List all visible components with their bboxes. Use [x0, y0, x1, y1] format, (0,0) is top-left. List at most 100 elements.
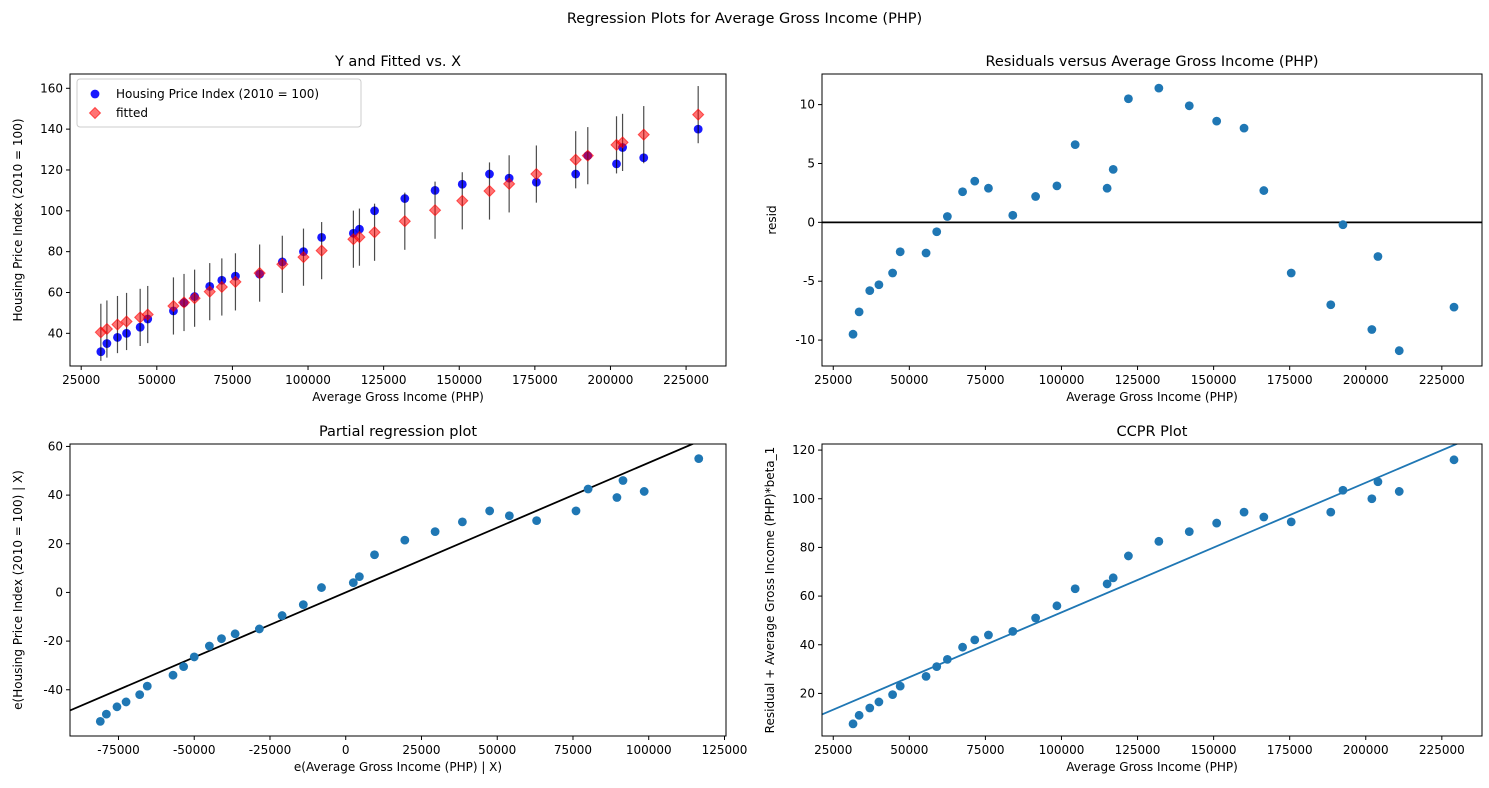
- y-tick-label: 60: [800, 589, 815, 603]
- plot-area: [70, 444, 704, 726]
- axes-frame: [821, 443, 1483, 737]
- data-point: [485, 506, 495, 516]
- data-point: [1108, 573, 1118, 583]
- data-point: [142, 681, 152, 691]
- x-tick-label: 200000: [1343, 373, 1389, 387]
- y-axis-label: resid: [765, 205, 779, 234]
- data-point: [1449, 302, 1459, 312]
- data-point: [1367, 325, 1377, 334]
- data-point: [1031, 192, 1041, 201]
- fitted-point: [530, 167, 543, 181]
- data-point: [1367, 494, 1377, 504]
- fitted-point: [215, 280, 229, 294]
- x-tick-label: 50000: [138, 373, 176, 387]
- legend-label-fitted: fitted: [116, 106, 148, 120]
- data-point: [1154, 536, 1164, 546]
- fitted-point: [428, 203, 442, 217]
- data-point: [1070, 140, 1080, 150]
- data-point: [865, 703, 875, 713]
- data-point: [135, 690, 145, 700]
- data-point: [970, 635, 980, 645]
- x-tick-label: 225000: [1419, 373, 1465, 387]
- data-point: [532, 516, 542, 526]
- data-point: [1394, 346, 1404, 356]
- x-tick-label: -50000: [173, 743, 216, 757]
- plot-area: [94, 86, 705, 361]
- data-point: [1070, 584, 1080, 594]
- data-point: [1184, 527, 1194, 536]
- fitted-point: [253, 266, 266, 280]
- x-tick-label: 25000: [814, 373, 852, 387]
- fitted-point: [353, 230, 366, 244]
- x-tick-label: 200000: [588, 373, 634, 387]
- data-point: [888, 268, 897, 278]
- fitted-point: [100, 322, 114, 336]
- data-point: [1008, 210, 1018, 220]
- data-point: [317, 583, 326, 592]
- x-tick-label: 25000: [402, 743, 440, 757]
- fitted-point: [368, 226, 381, 239]
- x-tick-label: 200000: [1343, 743, 1389, 757]
- data-point: [1326, 507, 1336, 517]
- y-tick-label: 40: [48, 326, 63, 340]
- y-tick-label: -20: [43, 634, 63, 648]
- legend-marker-fitted: [88, 106, 102, 120]
- fitted-point: [581, 149, 594, 162]
- x-tick-label: 50000: [890, 743, 928, 757]
- fitted-point: [502, 177, 516, 191]
- data-point: [921, 248, 931, 258]
- fitted-point: [276, 258, 289, 271]
- data-point: [1031, 613, 1041, 623]
- legend-label-observed: Housing Price Index (2010 = 100): [116, 87, 319, 101]
- x-tick-label: 100000: [1039, 743, 1085, 757]
- fitted-point: [188, 291, 201, 305]
- x-tick-label: 75000: [554, 743, 592, 757]
- y-tick-label: 100: [40, 204, 63, 218]
- data-point: [457, 517, 467, 527]
- x-tick-label: 75000: [213, 373, 251, 387]
- data-point: [95, 717, 105, 726]
- y-tick-label: -5: [803, 274, 815, 288]
- panel-y-fitted: 25000 50000 75000 100000 125000 150000 175000 2…: [11, 54, 727, 404]
- data-point: [370, 550, 379, 560]
- x-tick-label: 75000: [966, 743, 1004, 757]
- x-tick-label: 25000: [814, 743, 852, 757]
- y-axis-label: e(Housing Price Index (2010 = 100) | X): [11, 470, 25, 710]
- data-point: [1052, 601, 1062, 611]
- figure-suptitle: Regression Plots for Average Gross Incom…: [567, 11, 922, 27]
- axes-frame: [69, 443, 727, 737]
- data-point: [1212, 518, 1222, 528]
- data-point: [895, 681, 905, 691]
- data-point: [230, 629, 240, 639]
- axes-frame: [821, 73, 1483, 367]
- data-point: [942, 212, 952, 221]
- data-point: [984, 183, 993, 193]
- x-tick-label: 125000: [361, 373, 407, 387]
- fitted-point: [229, 275, 242, 289]
- data-point: [1124, 551, 1133, 561]
- data-point: [277, 611, 287, 620]
- fitted-point: [637, 128, 650, 141]
- plot-area: [822, 83, 1482, 356]
- x-tick-label: 175000: [512, 373, 558, 387]
- panel-title: Residuals versus Average Gross Income (P…: [985, 54, 1318, 70]
- data-point: [583, 484, 593, 494]
- data-point: [179, 662, 189, 672]
- y-tick-label: 20: [48, 537, 63, 551]
- fitted-point: [691, 108, 705, 121]
- fitted-point: [203, 285, 216, 298]
- data-point: [430, 527, 440, 536]
- y-tick-label: 80: [800, 540, 815, 554]
- y-tick-label: 140: [40, 122, 63, 136]
- data-point: [1259, 512, 1269, 522]
- fitted-point: [297, 250, 310, 264]
- x-tick-label: 175000: [1267, 743, 1313, 757]
- x-tick-label: 150000: [1191, 373, 1237, 387]
- x-tick-label: 25000: [62, 373, 100, 387]
- data-point: [958, 187, 967, 197]
- data-point: [1239, 123, 1249, 133]
- data-point: [1239, 507, 1249, 517]
- x-tick-label: 100000: [285, 373, 331, 387]
- data-point: [121, 697, 131, 707]
